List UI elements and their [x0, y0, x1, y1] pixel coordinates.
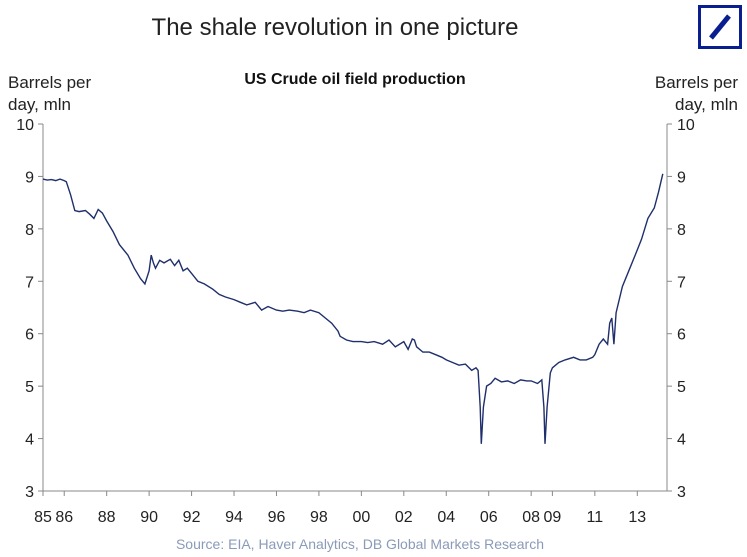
x-tick-label: 88	[98, 509, 116, 526]
deutsche-bank-logo-icon	[698, 5, 742, 49]
y-tick-label-right: 9	[677, 169, 686, 186]
y-tick-label-left: 4	[25, 432, 34, 449]
x-tick-label: 13	[628, 509, 646, 526]
y-axis-label-right: Barrels per day, mln	[598, 72, 738, 116]
y-tick-label-left: 6	[25, 327, 34, 344]
x-tick-label: 86	[55, 509, 73, 526]
x-tick-label: 85	[34, 509, 52, 526]
y-tick-label-right: 3	[677, 484, 686, 501]
y-tick-label-right: 7	[677, 274, 686, 291]
production-series-line	[42, 173, 664, 444]
y-tick-label-left: 7	[25, 274, 34, 291]
y-tick-label-left: 10	[16, 117, 34, 134]
x-tick-label: 06	[480, 509, 498, 526]
x-tick-label: 94	[225, 509, 243, 526]
y-axis-label-right-line2: day, mln	[675, 95, 738, 114]
y-tick-label-right: 5	[677, 379, 686, 396]
x-tick-label: 96	[268, 509, 286, 526]
x-tick-label: 92	[183, 509, 201, 526]
y-axis-label-right-line1: Barrels per	[654, 73, 738, 92]
y-tick-label-left: 9	[25, 169, 34, 186]
source-note: Source: EIA, Haver Analytics, DB Global …	[175, 536, 545, 552]
y-tick-label-right: 8	[677, 222, 686, 239]
page-title: The shale revolution in one picture	[151, 14, 519, 41]
y-tick-label-left: 5	[25, 379, 34, 396]
y-tick-label-left: 3	[25, 484, 34, 501]
y-axis-label-left-line1: Barrels per	[8, 73, 92, 92]
y-tick-label-right: 6	[677, 327, 686, 344]
x-tick-label: 09	[543, 509, 561, 526]
x-tick-label: 08	[522, 509, 540, 526]
x-tick-label: 90	[140, 509, 158, 526]
y-axis-label-left-line2: day, mln	[8, 95, 71, 114]
y-tick-label-left: 8	[25, 222, 34, 239]
x-tick-label: 11	[587, 509, 604, 526]
chart-title: US Crude oil field production	[244, 71, 466, 88]
y-axis-label-left: Barrels per day, mln	[8, 72, 91, 116]
x-tick-label: 00	[352, 509, 370, 526]
y-tick-label-right: 4	[677, 432, 686, 449]
x-tick-label: 04	[437, 509, 455, 526]
y-tick-label-right: 10	[677, 117, 695, 134]
x-tick-label: 02	[395, 509, 413, 526]
x-tick-label: 98	[310, 509, 328, 526]
